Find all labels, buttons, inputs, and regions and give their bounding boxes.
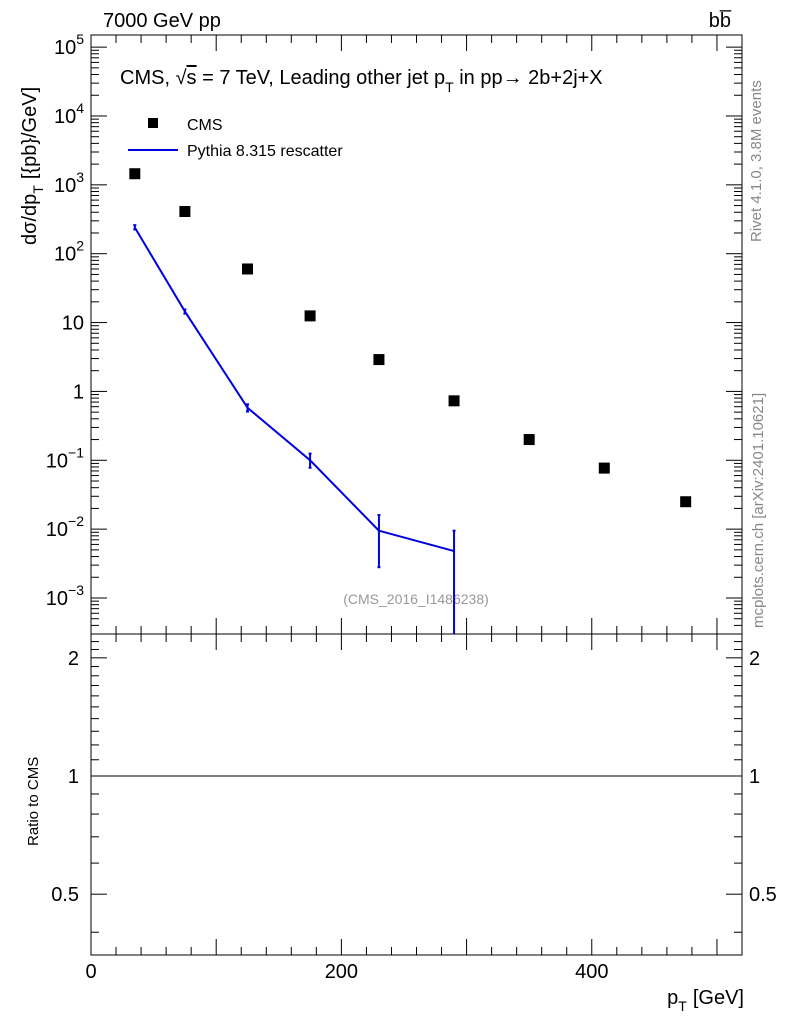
legend: CMS Pythia 8.315 rescatter: [128, 117, 343, 160]
y-axis-label-main: dσ/dp: [19, 194, 41, 245]
ratio-tick-label-right: 0.5: [749, 884, 777, 906]
pythia-series-line: [133, 227, 455, 553]
y-tick-label: 10−2: [46, 513, 84, 541]
title-s: s: [187, 67, 197, 89]
y-tick-label: 102: [54, 238, 84, 266]
y-tick-label-base: 10: [54, 244, 76, 266]
title-prefix: CMS,: [120, 67, 176, 89]
title-suffix: in pp→ 2b+2j+X: [454, 67, 603, 89]
ratio-tick-labels: 0.5 0.5 1 1 2 2: [51, 648, 777, 906]
cms-data-point: [241, 263, 253, 275]
y-axis-label-sub: T: [30, 185, 46, 194]
y-tick-label-base: 10: [54, 175, 76, 197]
title-sub: T: [445, 79, 454, 95]
x-tick-labels: 0 200 400: [85, 961, 608, 983]
ratio-tick-label-left: 2: [68, 648, 79, 670]
x-axis-label: pT [GeV]: [667, 987, 744, 1014]
ratio-tick-label-left: 1: [68, 766, 79, 788]
x-tick-label: 0: [85, 961, 96, 983]
cms-data-point: [680, 496, 692, 508]
y-tick-label-base: 10: [46, 519, 68, 541]
cms-data-point: [304, 310, 316, 322]
rivet-label: Rivet 4.1.0, 3.8M events: [748, 80, 765, 242]
ratio-tick-label-right: 1: [749, 766, 760, 788]
y-tick-label: 10−1: [46, 444, 84, 472]
y-tick-label-base: 1: [73, 381, 84, 403]
cms-data-point: [448, 395, 460, 407]
y-tick-label-exponent: 3: [76, 169, 84, 185]
y-tick-label-exponent: −3: [68, 582, 84, 598]
ratio-ticks: [90, 634, 743, 955]
y-tick-label-base: 10: [46, 450, 68, 472]
y-tick-label: 105: [54, 31, 84, 59]
y-tick-label-base: 10: [46, 588, 68, 610]
legend-label-cms: CMS: [187, 117, 223, 134]
watermark: (CMS_2016_I1486238): [343, 591, 489, 607]
cms-data-point: [373, 354, 385, 366]
y-tick-label: 103: [54, 169, 84, 197]
x-axis-label-sub: T: [678, 998, 687, 1014]
x-tick-label: 200: [325, 961, 358, 983]
cms-data-point: [129, 168, 141, 180]
y-tick-label: 10−3: [46, 582, 84, 610]
y-axis-label-unit: [{pb}/GeV]: [19, 87, 41, 179]
mcplots-label: mcplots.cern.ch [arXiv:2401.10621]: [750, 393, 767, 628]
y-tick-label: 10: [62, 313, 84, 335]
y-tick-label-exponent: −2: [68, 513, 84, 529]
legend-label-pythia: Pythia 8.315 rescatter: [187, 143, 343, 160]
y-tick-label-exponent: 5: [76, 31, 84, 47]
y-tick-label-exponent: 4: [76, 100, 84, 116]
cms-data-point: [523, 434, 535, 446]
y-tick-label-exponent: 2: [76, 238, 84, 254]
y-tick-label-exponent: −1: [68, 444, 84, 460]
cms-data-point: [179, 206, 191, 218]
ratio-tick-label-right: 2: [749, 648, 760, 670]
title-sqrt: √: [176, 67, 187, 89]
main-ticks: [90, 35, 743, 635]
ratio-panel: 0.5 0.5 1 1 2 2 Ratio to CMS: [25, 633, 777, 956]
ratio-tick-label-left: 0.5: [51, 884, 79, 906]
y-axis-label: dσ/dpT [{pb}/GeV]: [19, 87, 46, 245]
cms-data-point: [598, 462, 610, 474]
chart-title: CMS, √s = 7 TeV, Leading other jet pT in…: [120, 67, 603, 95]
y-tick-label-base: 10: [62, 313, 84, 335]
x-tick-label: 400: [575, 961, 608, 983]
legend-marker-cms: [148, 118, 158, 128]
y-tick-label-base: 10: [54, 106, 76, 128]
y-tick-label: 104: [54, 100, 84, 128]
x-axis-label-unit: [GeV]: [693, 987, 744, 1009]
header-right-label: bb̅: [709, 9, 732, 32]
title-mid: = 7 TeV, Leading other jet p: [197, 67, 446, 89]
y-tick-label: 1: [73, 381, 84, 403]
y-tick-label-base: 10: [54, 37, 76, 59]
header-left-label: 7000 GeV pp: [103, 10, 221, 32]
x-axis-label-main: p: [667, 987, 678, 1009]
ratio-y-label: Ratio to CMS: [25, 757, 42, 846]
ratio-frame: [90, 633, 743, 956]
series-layer: [129, 168, 692, 634]
